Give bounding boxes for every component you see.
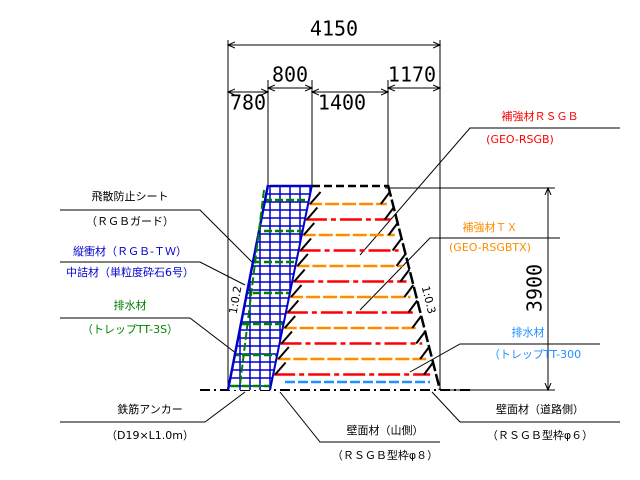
label: 壁面材（道路側） — [496, 402, 584, 416]
tie — [423, 361, 434, 376]
tie — [395, 253, 407, 267]
label: （ＲＳＧＢ型枠φ８） — [332, 448, 438, 462]
label: （D19×L1.0m） — [106, 429, 194, 442]
label: 壁面材（山側） — [347, 423, 424, 437]
label: 排水材 — [512, 325, 545, 339]
label: （ＲＧＢガード） — [86, 215, 174, 228]
leader — [409, 343, 600, 373]
dim-text: 1400 — [318, 91, 366, 115]
tie — [391, 237, 403, 252]
label: （トレップTT-3S） — [82, 323, 178, 336]
leader — [60, 391, 246, 423]
label: 飛散防止シート — [92, 189, 169, 203]
leader — [359, 127, 620, 256]
label: 縦衝材（ＲＧＢ-ＴＷ） — [73, 244, 187, 258]
tie — [387, 222, 399, 236]
dim-text: 1170 — [388, 63, 436, 87]
tie — [296, 253, 309, 267]
leader — [60, 209, 253, 263]
face — [269, 184, 313, 391]
tie — [303, 222, 315, 236]
tie — [380, 191, 391, 205]
dim-text: 800 — [272, 63, 308, 87]
tie — [274, 361, 287, 376]
leader — [60, 261, 246, 286]
tie — [407, 299, 419, 314]
label: 排水材 — [114, 298, 147, 312]
tie — [415, 330, 426, 345]
tie — [383, 206, 395, 221]
dim-text: 3900 — [523, 264, 547, 312]
tie — [403, 284, 415, 298]
face — [386, 184, 442, 391]
tie — [293, 268, 306, 283]
tie — [280, 330, 293, 345]
leader — [359, 237, 560, 311]
tie — [399, 268, 411, 283]
tie — [306, 206, 319, 221]
slope: 1:0.2 — [227, 285, 245, 315]
label: （ＲＳＧＢ型枠φ６） — [487, 428, 593, 442]
tie — [290, 284, 303, 298]
dim-text: 780 — [230, 91, 266, 115]
slope: 1:0.3 — [419, 285, 438, 316]
leader — [279, 391, 440, 443]
label: 補強材ＴＸ — [463, 220, 518, 234]
tie — [283, 315, 296, 329]
dim-text: 4150 — [310, 17, 358, 41]
label: 補強材ＲＳＧＢ — [502, 109, 579, 123]
tie — [411, 315, 423, 329]
tie — [309, 191, 322, 205]
tie — [299, 237, 312, 252]
label: (GEO-RSGB) — [486, 133, 554, 146]
leader — [431, 391, 620, 423]
label: 中詰材（単粒度砕石6号） — [66, 265, 194, 279]
label: （トレップTT-300 — [489, 348, 581, 361]
layout — [60, 40, 620, 443]
label: 鉄筋アンカー — [117, 402, 183, 416]
label: (GEO-RSGBTX) — [449, 241, 531, 254]
tie — [287, 299, 300, 314]
tie — [419, 346, 430, 360]
tie — [277, 346, 290, 360]
